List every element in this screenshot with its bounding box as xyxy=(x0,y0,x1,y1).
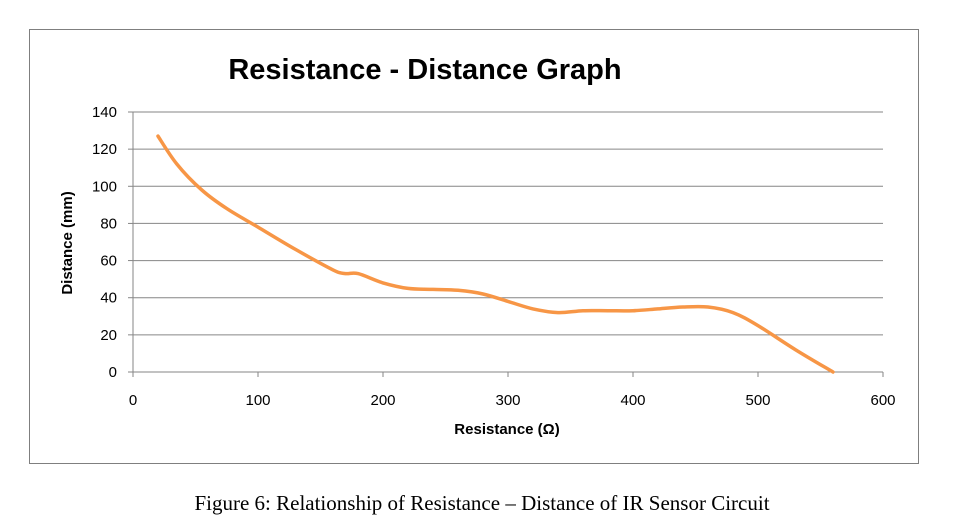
x-axis-label: Resistance (Ω) xyxy=(454,421,559,438)
x-tick-label: 400 xyxy=(620,392,645,409)
y-tick-label: 0 xyxy=(109,364,117,381)
figure-caption: Figure 6: Relationship of Resistance – D… xyxy=(194,491,770,515)
y-tick-label: 120 xyxy=(92,141,117,158)
y-tick-label: 80 xyxy=(100,215,117,232)
y-tick-label: 100 xyxy=(92,178,117,195)
y-tick-labels: 0 20 40 60 80 100 120 140 xyxy=(92,104,117,381)
x-tick-label: 200 xyxy=(370,392,395,409)
y-axis-label: Distance (mm) xyxy=(59,191,76,294)
chart-frame xyxy=(29,29,919,464)
chart-title: Resistance - Distance Graph xyxy=(228,54,621,86)
series-line xyxy=(156,134,835,374)
grid xyxy=(133,111,883,336)
x-tick-label: 500 xyxy=(745,392,770,409)
y-tick-label: 20 xyxy=(100,327,117,344)
y-tick-label: 40 xyxy=(100,290,117,307)
x-tick-label: 100 xyxy=(245,392,270,409)
x-tick-label: 300 xyxy=(495,392,520,409)
x-tick-label: 0 xyxy=(129,392,137,409)
y-tick-label: 140 xyxy=(92,104,117,121)
y-tick-label: 60 xyxy=(100,253,117,270)
x-tick-labels: 0 100 200 300 400 500 600 xyxy=(129,392,896,409)
x-tick-label: 600 xyxy=(870,392,895,409)
axes xyxy=(128,111,884,377)
